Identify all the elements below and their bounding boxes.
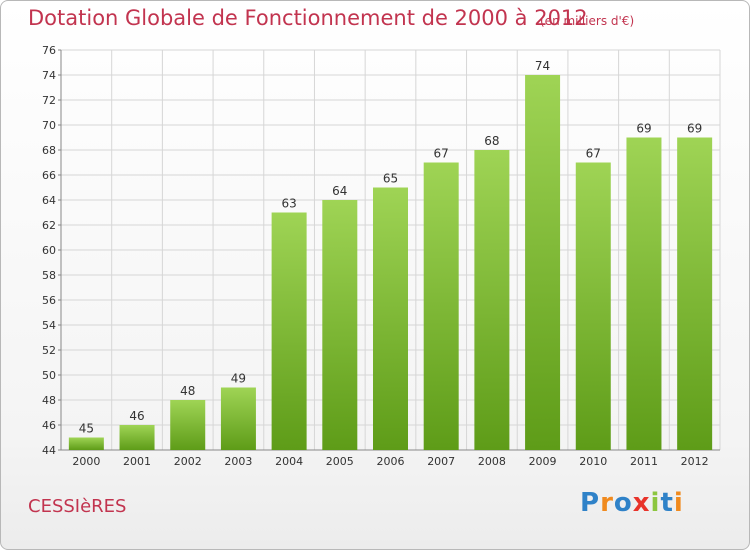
bar — [626, 137, 662, 450]
x-tick-label: 2012 — [681, 455, 709, 468]
x-tick-label: 2000 — [72, 455, 100, 468]
y-tick-label: 48 — [42, 394, 56, 407]
bar — [119, 425, 155, 450]
axes: 44 46 48 50 52 54 56 58 60 62 64 66 68 70 72 74 76 2000 20… — [42, 44, 720, 468]
x-tick-label: 2008 — [478, 455, 506, 468]
bar-value-label: 68 — [484, 134, 499, 148]
bar-value-label: 64 — [332, 184, 347, 198]
y-tick-label: 64 — [42, 194, 56, 207]
y-tick-label: 68 — [42, 144, 56, 157]
chart-unit: (en milliers d'€) — [540, 14, 635, 28]
y-tick-label: 74 — [42, 69, 56, 82]
bar-value-label: 69 — [636, 122, 651, 136]
x-tick-label: 2004 — [275, 455, 303, 468]
commune-name: CESSIèRES — [28, 496, 127, 517]
bar — [373, 187, 408, 450]
labels: 45 46 48 49 63 64 65 67 68 74 67 69 69 — [79, 59, 703, 436]
x-tick-label: 2007 — [427, 455, 455, 468]
x-tick-label: 2005 — [326, 455, 354, 468]
bar — [423, 162, 459, 450]
bar — [170, 400, 206, 450]
bar — [271, 212, 307, 450]
y-tick-label: 46 — [42, 419, 56, 432]
y-tick-label: 60 — [42, 244, 56, 257]
bar-value-label: 48 — [180, 384, 195, 398]
bar-value-label: 49 — [231, 372, 246, 386]
chart-title: Dotation Globale de Fonctionnement de 20… — [28, 6, 588, 30]
y-tick-label: 54 — [42, 319, 56, 332]
bar — [220, 387, 256, 450]
bar-value-label: 74 — [535, 59, 550, 73]
bar-value-label: 45 — [79, 422, 94, 436]
x-tick-label: 2006 — [377, 455, 405, 468]
y-tick-label: 44 — [42, 444, 56, 457]
bar — [322, 200, 358, 450]
bar — [525, 75, 561, 450]
bar-value-label: 67 — [586, 147, 601, 161]
x-tick-label: 2003 — [224, 455, 252, 468]
x-tick-label: 2001 — [123, 455, 151, 468]
x-tick-label: 2010 — [579, 455, 607, 468]
bar-value-label: 63 — [281, 197, 296, 211]
bar-value-label: 67 — [434, 147, 449, 161]
bar — [677, 137, 713, 450]
bars — [68, 75, 713, 450]
x-tick-label: 2009 — [529, 455, 557, 468]
x-tick-label: 2002 — [174, 455, 202, 468]
y-tick-label: 52 — [42, 344, 56, 357]
proxiti-logo: Proxiti — [580, 488, 684, 518]
y-tick-label: 62 — [42, 219, 56, 232]
bar — [575, 162, 611, 450]
bar-value-label: 46 — [129, 409, 144, 423]
y-tick-label: 66 — [42, 169, 56, 182]
x-tick-label: 2011 — [630, 455, 658, 468]
y-tick-label: 72 — [42, 94, 56, 107]
bar-value-label: 69 — [687, 122, 702, 136]
bar — [474, 150, 510, 450]
y-tick-label: 76 — [42, 44, 56, 57]
bar — [68, 437, 104, 450]
y-tick-label: 58 — [42, 269, 56, 282]
y-tick-label: 70 — [42, 119, 56, 132]
bar-value-label: 65 — [383, 172, 398, 186]
y-tick-label: 50 — [42, 369, 56, 382]
y-tick-label: 56 — [42, 294, 56, 307]
